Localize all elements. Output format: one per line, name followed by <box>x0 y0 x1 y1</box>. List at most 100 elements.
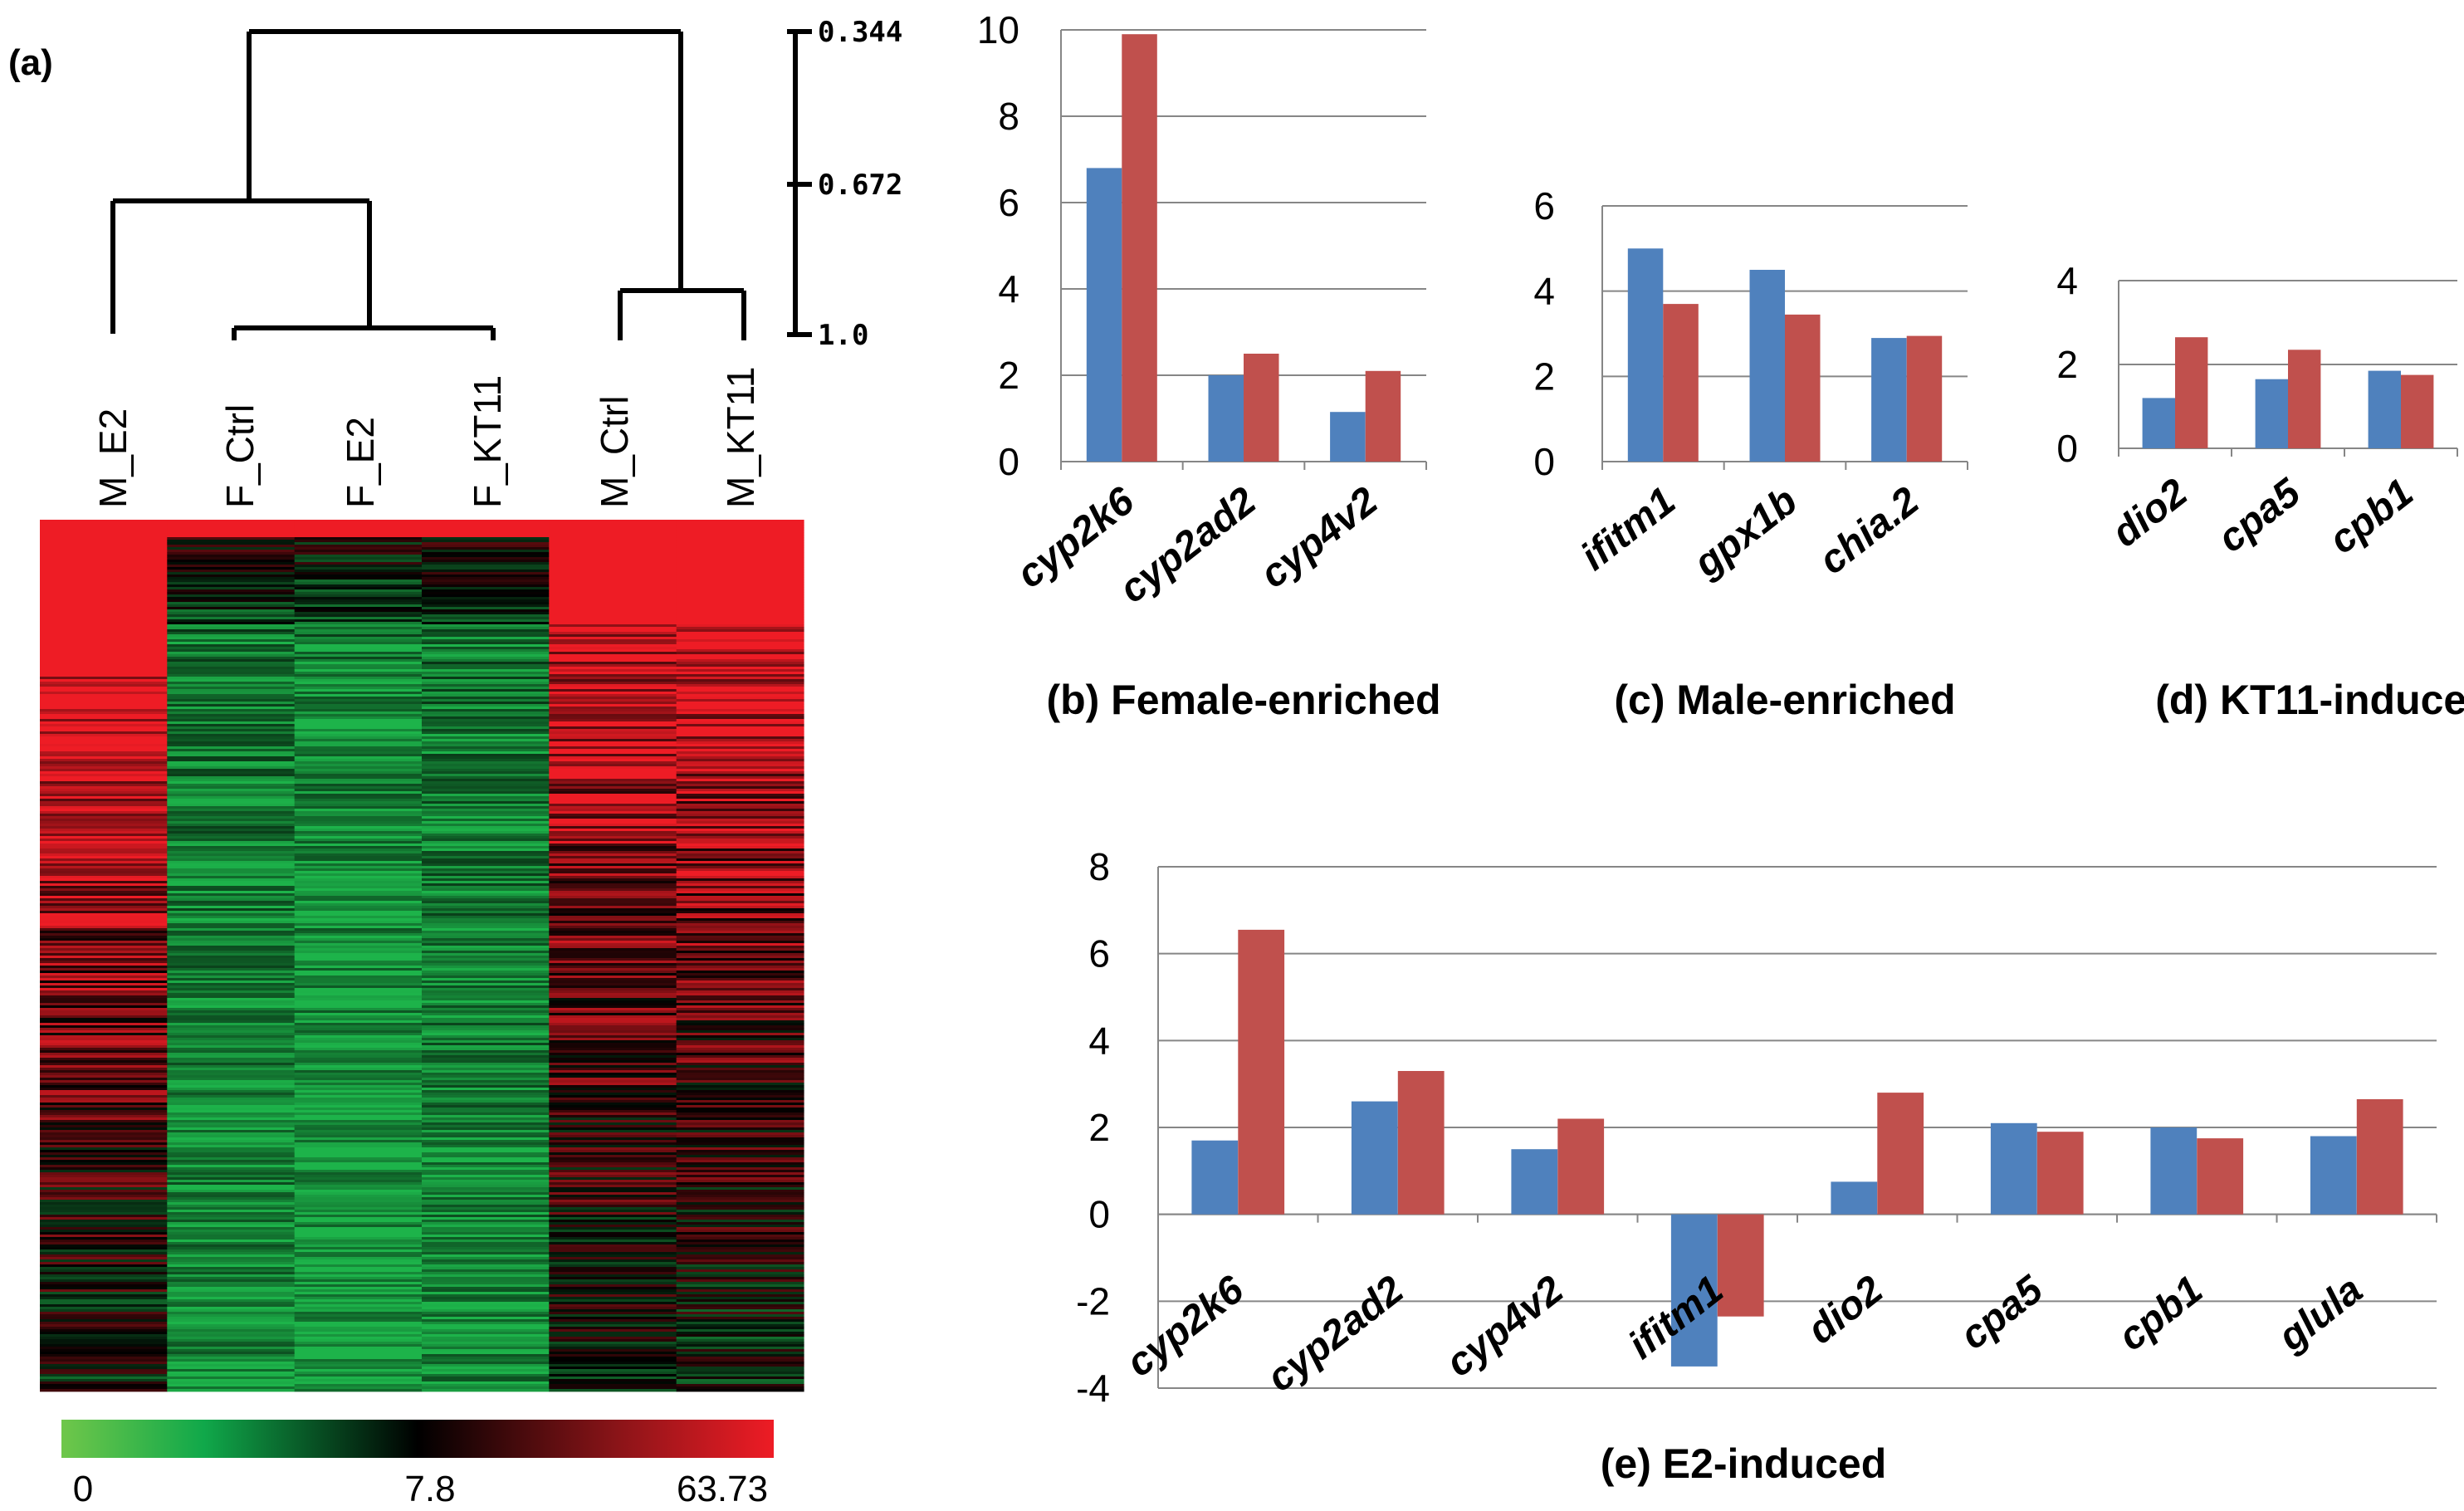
heatmap-cell <box>294 951 423 954</box>
heatmap-cell <box>422 609 550 613</box>
heatmap-cell <box>549 709 677 712</box>
heatmap-cell <box>167 1262 296 1265</box>
heatmap-cell <box>167 953 296 956</box>
heatmap-cell <box>676 1150 804 1153</box>
heatmap-cell <box>167 689 296 692</box>
heatmap-cell <box>40 1083 168 1086</box>
heatmap-cell <box>422 1053 550 1056</box>
heatmap-cell <box>167 1035 296 1039</box>
y-tick-label: -4 <box>1076 1367 1110 1410</box>
heatmap-cell <box>676 1282 804 1285</box>
heatmap-cell <box>549 1028 677 1031</box>
heatmap-cell <box>676 1068 804 1071</box>
heatmap-cell <box>40 687 168 690</box>
bar <box>1208 375 1244 462</box>
heatmap-cell <box>549 667 677 670</box>
heatmap-cell <box>549 1237 677 1240</box>
heatmap-cell <box>40 868 168 872</box>
heatmap-cell <box>422 1314 550 1318</box>
heatmap-cell <box>422 547 550 550</box>
heatmap-cell <box>294 731 423 735</box>
heatmap-cell <box>40 1157 168 1161</box>
heatmap-cell <box>549 642 677 645</box>
heatmap-cell <box>422 654 550 658</box>
heatmap-cell <box>294 918 423 922</box>
heatmap-cell <box>549 911 677 914</box>
heatmap-cell <box>422 861 550 864</box>
heatmap-cell <box>40 853 168 857</box>
heatmap-cell <box>294 903 423 907</box>
heatmap-cell <box>422 1175 550 1178</box>
heatmap-cell <box>676 1095 804 1098</box>
heatmap-cell <box>549 597 677 600</box>
heatmap-cell <box>676 1200 804 1203</box>
heatmap-cell <box>676 622 804 625</box>
heatmap-cell <box>676 791 804 795</box>
bar <box>1749 270 1785 462</box>
heatmap-cell <box>294 1088 423 1091</box>
heatmap-cell <box>167 1294 296 1298</box>
heatmap-cell <box>549 1172 677 1176</box>
heatmap-cell <box>549 1127 677 1131</box>
heatmap-cell <box>294 724 423 727</box>
heatmap-cell <box>676 1367 804 1370</box>
heatmap-cell <box>422 1225 550 1228</box>
heatmap-cell <box>676 1294 804 1298</box>
heatmap-cell <box>294 799 423 802</box>
heatmap-cell <box>294 1217 423 1220</box>
heatmap-cell <box>40 535 168 538</box>
heatmap-cell <box>40 784 168 787</box>
heatmap-cell <box>294 1215 423 1218</box>
heatmap-cell <box>167 794 296 797</box>
heatmap-cell <box>167 589 296 593</box>
heatmap-cell <box>549 923 677 927</box>
heatmap-cell <box>422 1058 550 1061</box>
heatmap-cell <box>167 637 296 640</box>
heatmap-cell <box>676 652 804 655</box>
heatmap-cell <box>294 881 423 884</box>
heatmap-cell <box>549 1070 677 1073</box>
heatmap-cell <box>294 814 423 817</box>
heatmap-cell <box>167 1339 296 1342</box>
heatmap-cell <box>676 1354 804 1357</box>
heatmap-cell <box>549 1317 677 1320</box>
heatmap-cell <box>676 878 804 882</box>
heatmap-cell <box>40 694 168 697</box>
heatmap-cell <box>422 1147 550 1151</box>
color-bar-tick-mid: 7.8 <box>404 1469 455 1509</box>
heatmap-cell <box>422 883 550 887</box>
heatmap-cell <box>40 766 168 770</box>
heatmap-cell <box>167 799 296 802</box>
heatmap-cell <box>676 853 804 857</box>
heatmap-cell <box>294 756 423 760</box>
heatmap-cell <box>549 819 677 822</box>
heatmap-cell <box>676 1065 804 1068</box>
heatmap-cell <box>676 1230 804 1233</box>
heatmap-cell <box>294 550 423 553</box>
category-label: chia.2 <box>1811 479 1928 584</box>
dendro-scale-10: 1.0 <box>818 319 868 352</box>
heatmap-cell <box>40 1332 168 1335</box>
color-bar-gradient <box>61 1420 774 1458</box>
heatmap-cell <box>167 1197 296 1200</box>
heatmap-cell <box>549 649 677 653</box>
heatmap-cell <box>294 983 423 986</box>
heatmap-cell <box>40 1010 168 1014</box>
heatmap-cell <box>422 791 550 795</box>
heatmap-cell <box>422 557 550 560</box>
y-tick-label: 0 <box>2056 427 2078 470</box>
heatmap-cell <box>422 1150 550 1153</box>
heatmap-cell <box>294 1165 423 1168</box>
heatmap-cell <box>294 584 423 588</box>
heatmap-cell <box>167 654 296 658</box>
heatmap-cell <box>167 791 296 795</box>
heatmap-cell <box>676 1010 804 1014</box>
category-label: cyp2k6 <box>1118 1268 1252 1386</box>
heatmap-cell <box>422 801 550 804</box>
heatmap-cell <box>676 938 804 941</box>
heatmap-cell <box>549 1327 677 1330</box>
heatmap-cell <box>422 597 550 600</box>
heatmap-cell <box>549 993 677 996</box>
heatmap-cell <box>549 1299 677 1303</box>
heatmap-cell <box>549 839 677 842</box>
